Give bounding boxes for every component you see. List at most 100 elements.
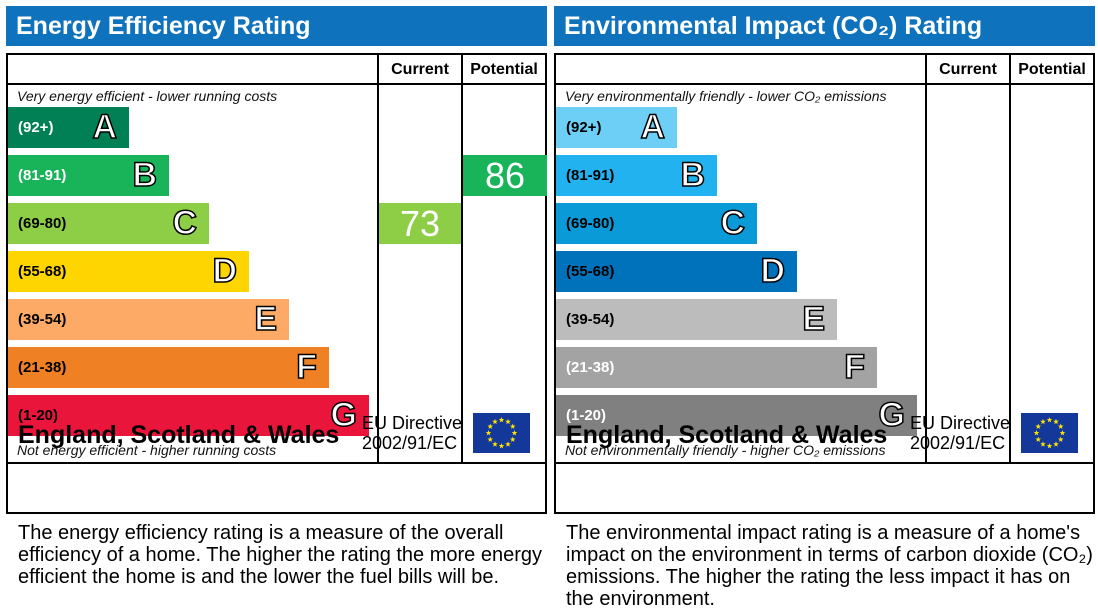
band-letter: C <box>172 203 198 243</box>
eu-star-icon <box>1046 417 1053 423</box>
eu-star-icon <box>505 441 511 447</box>
eu-flag-icon <box>1021 413 1078 453</box>
eu-star-icon <box>487 423 494 429</box>
potential-header: Potential <box>470 61 538 78</box>
band-letter: E <box>254 299 278 339</box>
eu-star-icon <box>1040 441 1046 447</box>
band-range: (55-68) <box>566 263 615 280</box>
band-letter: B <box>680 155 706 195</box>
eu-star-icon <box>1040 418 1046 425</box>
row-divider <box>8 462 545 464</box>
eu-star-icon <box>1053 418 1059 425</box>
bottom-note: Not energy efficient - higher running co… <box>17 442 277 458</box>
current-header: Current <box>939 61 997 78</box>
band-letter: A <box>640 107 666 147</box>
environmental-panel: Environmental Impact (CO₂) Rating Current… <box>554 0 1095 613</box>
band-bar-b: (81-91) B <box>8 155 169 196</box>
band-range: (81-91) <box>566 167 615 184</box>
column-divider <box>377 55 379 464</box>
eu-star-icon <box>498 417 505 423</box>
panel-title: Energy Efficiency Rating <box>6 6 547 46</box>
eu-star-icon <box>1035 436 1042 442</box>
eu-directive: EU Directive 2002/91/EC <box>362 413 462 453</box>
band-letter: F <box>295 347 317 387</box>
band-bar-a: (92+) A <box>8 107 129 148</box>
band-letter: F <box>843 347 865 387</box>
eu-star-icon <box>485 430 492 436</box>
band-range: (39-54) <box>18 311 67 328</box>
band-bar-e: (39-54) E <box>556 299 837 340</box>
eu-star-icon <box>1057 423 1064 429</box>
current-header: Current <box>391 61 449 78</box>
row-divider <box>556 462 1093 464</box>
eu-star-icon <box>1057 436 1064 442</box>
eu-star-icon <box>492 441 498 447</box>
band-letter: B <box>132 155 158 195</box>
energy-panel: Energy Efficiency Rating Current Potential… <box>6 0 547 613</box>
rating-table: Current Potential Very environmentally fri… <box>554 53 1095 514</box>
eu-star-icon <box>1033 430 1040 436</box>
eu-star-icon <box>1035 423 1042 429</box>
band-bar-c: (69-80) C <box>556 203 757 244</box>
band-letter: C <box>720 203 746 243</box>
band-range: (1-20) <box>566 407 607 424</box>
band-bar-g: (1-20) G <box>8 395 369 436</box>
eu-directive-line2: 2002/91/EC <box>910 433 1006 453</box>
band-bar-f: (21-38) F <box>556 347 877 388</box>
band-bar-g: (1-20) G <box>556 395 917 436</box>
band-range: (1-20) <box>18 407 59 424</box>
eu-star-icon <box>487 436 494 442</box>
eu-star-icon <box>498 443 505 449</box>
column-divider <box>925 55 927 464</box>
band-bar-f: (21-38) F <box>8 347 329 388</box>
eu-directive: EU Directive 2002/91/EC <box>910 413 1010 453</box>
top-note: Very energy efficient - lower running co… <box>17 88 278 104</box>
band-range: (21-38) <box>566 359 615 376</box>
eu-star-icon <box>1046 443 1053 449</box>
top-note: Very environmentally friendly - lower CO… <box>565 88 887 104</box>
band-range: (55-68) <box>18 263 67 280</box>
country-label: England, Scotland & Wales <box>566 421 888 449</box>
eu-star-icon <box>505 418 511 425</box>
description: The energy efficiency rating is a measur… <box>18 522 543 588</box>
band-letter: D <box>760 251 786 291</box>
rating-table: Current Potential Very energy efficient - … <box>6 53 547 514</box>
band-range: (81-91) <box>18 167 67 184</box>
band-range: (92+) <box>566 119 602 136</box>
potential-rating: 86 <box>463 155 547 196</box>
panel-title: Environmental Impact (CO₂) Rating <box>554 6 1095 46</box>
eu-star-icon <box>509 436 516 442</box>
eu-directive-line1: EU Directive <box>362 413 463 433</box>
band-bar-d: (55-68) D <box>8 251 249 292</box>
eu-star-icon <box>511 430 518 436</box>
column-divider <box>1009 55 1011 464</box>
band-letter: E <box>802 299 826 339</box>
eu-star-icon <box>492 418 498 425</box>
band-range: (69-80) <box>18 215 67 232</box>
band-bar-d: (55-68) D <box>556 251 797 292</box>
row-divider <box>556 83 1093 85</box>
description: The environmental impact rating is a mea… <box>566 522 1093 610</box>
column-divider <box>461 55 463 464</box>
band-letter: A <box>92 107 118 147</box>
eu-directive-line2: 2002/91/EC <box>362 433 458 453</box>
eu-star-icon <box>1059 430 1066 436</box>
potential-header: Potential <box>1018 61 1086 78</box>
country-label: England, Scotland & Wales <box>18 421 340 449</box>
band-range: (92+) <box>18 119 54 136</box>
band-bar-c: (69-80) C <box>8 203 209 244</box>
bottom-note: Not environmentally friendly - higher CO… <box>565 442 886 458</box>
eu-flag-icon <box>473 413 530 453</box>
row-divider <box>8 83 545 85</box>
band-bar-b: (81-91) B <box>556 155 717 196</box>
band-letter: G <box>330 395 358 435</box>
band-range: (69-80) <box>566 215 615 232</box>
band-range: (39-54) <box>566 311 615 328</box>
band-letter: G <box>878 395 906 435</box>
band-bar-a: (92+) A <box>556 107 677 148</box>
eu-directive-line1: EU Directive <box>910 413 1011 433</box>
eu-star-icon <box>1053 441 1059 447</box>
band-range: (21-38) <box>18 359 67 376</box>
band-bar-e: (39-54) E <box>8 299 289 340</box>
current-rating: 73 <box>379 203 461 244</box>
